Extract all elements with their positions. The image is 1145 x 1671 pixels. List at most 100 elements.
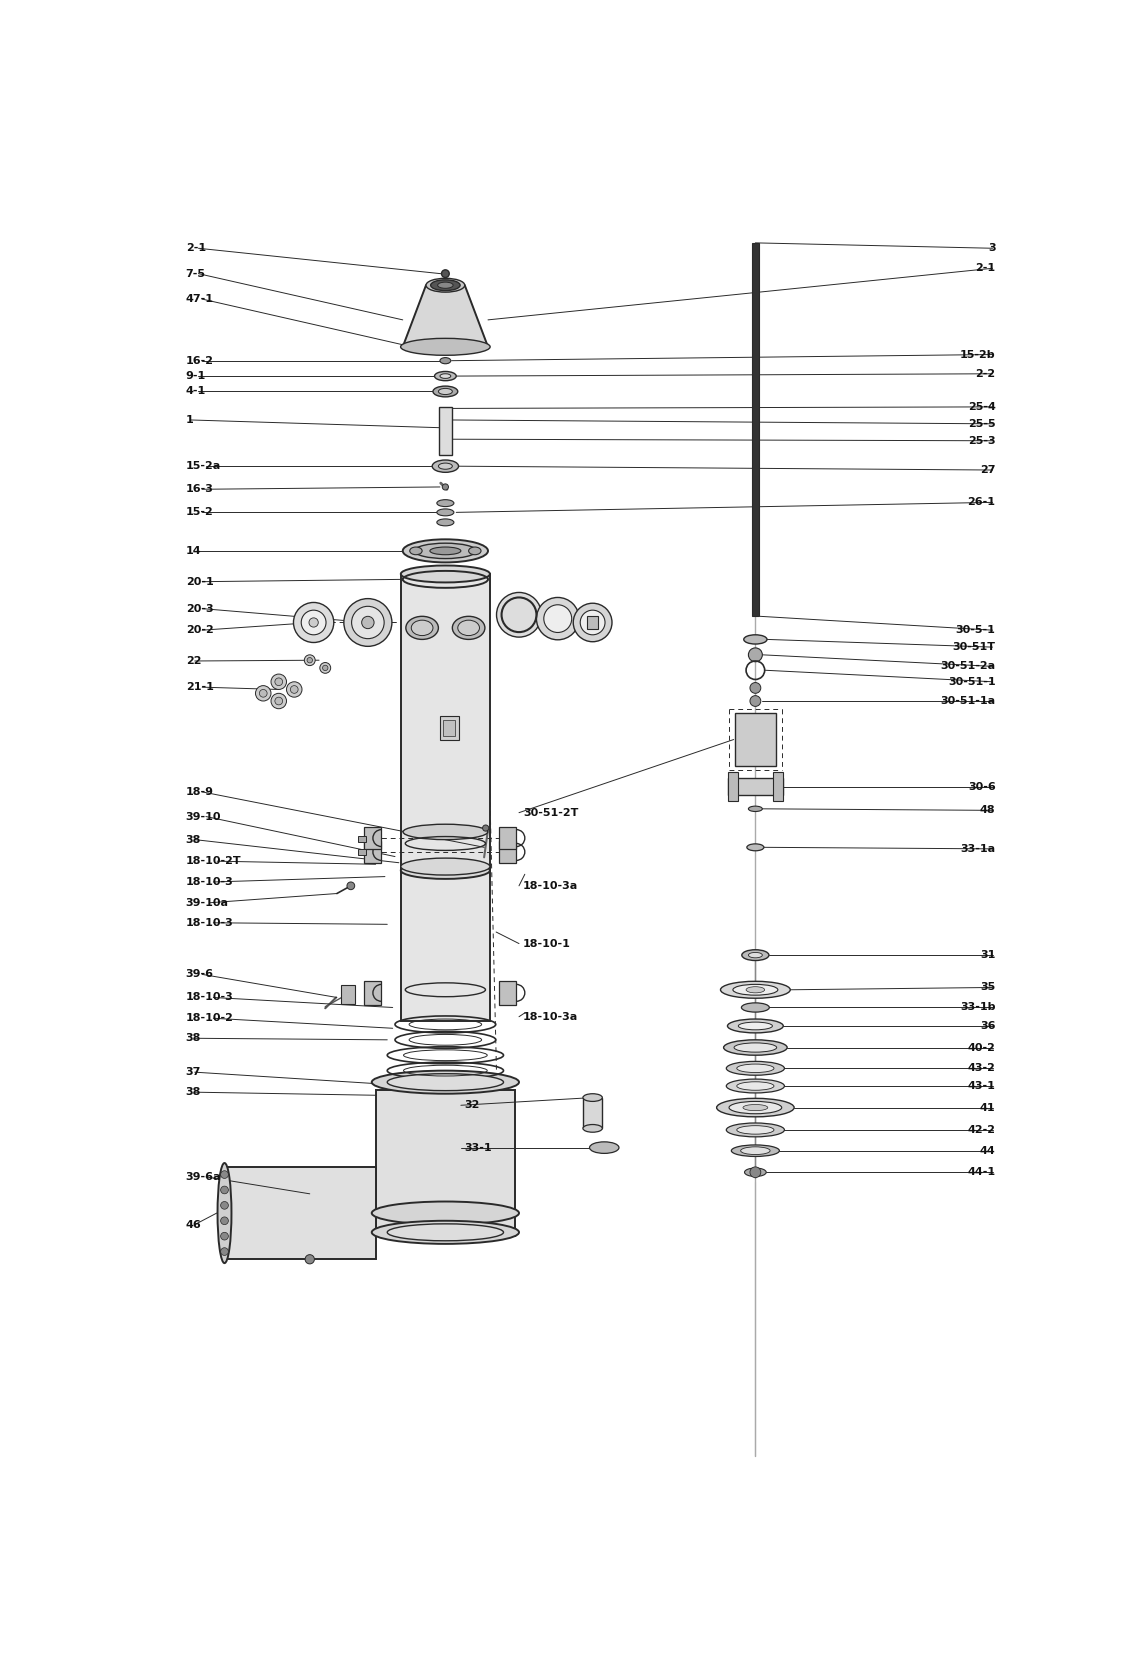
Ellipse shape <box>431 279 460 291</box>
Bar <box>358 836 366 842</box>
Ellipse shape <box>387 1223 504 1242</box>
Ellipse shape <box>726 1079 784 1093</box>
Ellipse shape <box>433 386 458 398</box>
Ellipse shape <box>574 603 611 642</box>
Bar <box>728 779 782 795</box>
Text: 44: 44 <box>980 1146 996 1156</box>
Circle shape <box>750 695 760 707</box>
Ellipse shape <box>344 598 392 647</box>
Ellipse shape <box>583 1095 602 1101</box>
Ellipse shape <box>739 1023 773 1029</box>
Text: 15-2: 15-2 <box>185 508 213 518</box>
Ellipse shape <box>372 1222 519 1243</box>
Ellipse shape <box>401 338 490 356</box>
Ellipse shape <box>742 1003 769 1013</box>
Text: 41: 41 <box>980 1103 996 1113</box>
Ellipse shape <box>726 1061 784 1074</box>
Text: 32: 32 <box>465 1100 480 1110</box>
Ellipse shape <box>743 1105 768 1111</box>
Ellipse shape <box>410 546 423 555</box>
Text: 9-1: 9-1 <box>185 371 206 381</box>
Ellipse shape <box>362 617 374 628</box>
Text: 30-51-1a: 30-51-1a <box>940 697 996 707</box>
Circle shape <box>221 1232 228 1240</box>
Ellipse shape <box>741 1146 771 1155</box>
Ellipse shape <box>372 1201 519 1225</box>
Text: 20-2: 20-2 <box>185 625 213 635</box>
Text: 30-6: 30-6 <box>968 782 996 792</box>
Ellipse shape <box>729 1101 782 1115</box>
Text: 31: 31 <box>980 951 996 961</box>
Ellipse shape <box>426 279 465 292</box>
Bar <box>364 827 381 849</box>
Text: 18-10-1: 18-10-1 <box>523 939 570 949</box>
Text: 20-1: 20-1 <box>185 576 213 587</box>
Text: 43-1: 43-1 <box>968 1081 996 1091</box>
Bar <box>499 827 516 849</box>
Bar <box>728 772 737 800</box>
Ellipse shape <box>440 358 451 364</box>
Text: 36: 36 <box>980 1021 996 1031</box>
Text: 48: 48 <box>980 805 996 815</box>
Text: 39-6: 39-6 <box>185 969 214 979</box>
Ellipse shape <box>590 1141 619 1153</box>
Text: 22: 22 <box>185 657 202 667</box>
Ellipse shape <box>720 981 790 998</box>
Text: 2-2: 2-2 <box>976 369 996 379</box>
Ellipse shape <box>307 657 313 663</box>
Ellipse shape <box>429 546 461 555</box>
Text: 46: 46 <box>185 1220 202 1230</box>
Circle shape <box>305 1255 315 1263</box>
Text: 33-1a: 33-1a <box>961 844 996 854</box>
Ellipse shape <box>744 1168 766 1176</box>
Bar <box>499 841 516 862</box>
Bar <box>358 849 366 856</box>
Text: 25-5: 25-5 <box>968 419 996 429</box>
Text: 25-3: 25-3 <box>968 436 996 446</box>
Ellipse shape <box>387 1074 504 1091</box>
Text: 21-1: 21-1 <box>185 682 214 692</box>
Text: 7-5: 7-5 <box>185 269 206 279</box>
Ellipse shape <box>414 543 476 558</box>
Text: 16-2: 16-2 <box>185 356 214 366</box>
Text: 33-1b: 33-1b <box>961 1003 996 1013</box>
Circle shape <box>442 269 449 277</box>
Ellipse shape <box>286 682 302 697</box>
Text: 37: 37 <box>185 1068 202 1078</box>
Ellipse shape <box>293 603 334 643</box>
Polygon shape <box>403 286 488 348</box>
Text: 26-1: 26-1 <box>968 498 996 508</box>
Circle shape <box>750 1166 760 1178</box>
Text: 25-4: 25-4 <box>968 403 996 411</box>
Bar <box>224 1166 376 1260</box>
Circle shape <box>221 1216 228 1225</box>
Bar <box>751 242 759 617</box>
Ellipse shape <box>717 1098 795 1116</box>
Ellipse shape <box>747 986 765 993</box>
Text: 42-2: 42-2 <box>968 1125 996 1135</box>
Ellipse shape <box>319 662 331 673</box>
Text: 3: 3 <box>988 244 996 254</box>
Ellipse shape <box>749 805 763 812</box>
Text: 33-1: 33-1 <box>465 1143 492 1153</box>
Bar <box>735 712 775 767</box>
Text: 27: 27 <box>980 465 996 475</box>
Ellipse shape <box>301 610 326 635</box>
Text: 30-51-1: 30-51-1 <box>948 677 996 687</box>
Ellipse shape <box>437 500 453 506</box>
Bar <box>376 1089 515 1237</box>
Text: 44-1: 44-1 <box>968 1168 996 1178</box>
Ellipse shape <box>742 949 769 961</box>
Ellipse shape <box>255 685 271 702</box>
Ellipse shape <box>442 485 449 490</box>
Text: 35: 35 <box>980 983 996 993</box>
Text: 18-10-3: 18-10-3 <box>185 877 234 887</box>
Bar <box>401 867 490 1021</box>
Ellipse shape <box>260 690 267 697</box>
Circle shape <box>482 825 489 830</box>
Ellipse shape <box>411 620 433 635</box>
Text: 18-10-2: 18-10-2 <box>185 1013 234 1023</box>
Ellipse shape <box>437 282 453 289</box>
Text: 15-2b: 15-2b <box>960 349 996 359</box>
Text: 2-1: 2-1 <box>185 244 206 254</box>
